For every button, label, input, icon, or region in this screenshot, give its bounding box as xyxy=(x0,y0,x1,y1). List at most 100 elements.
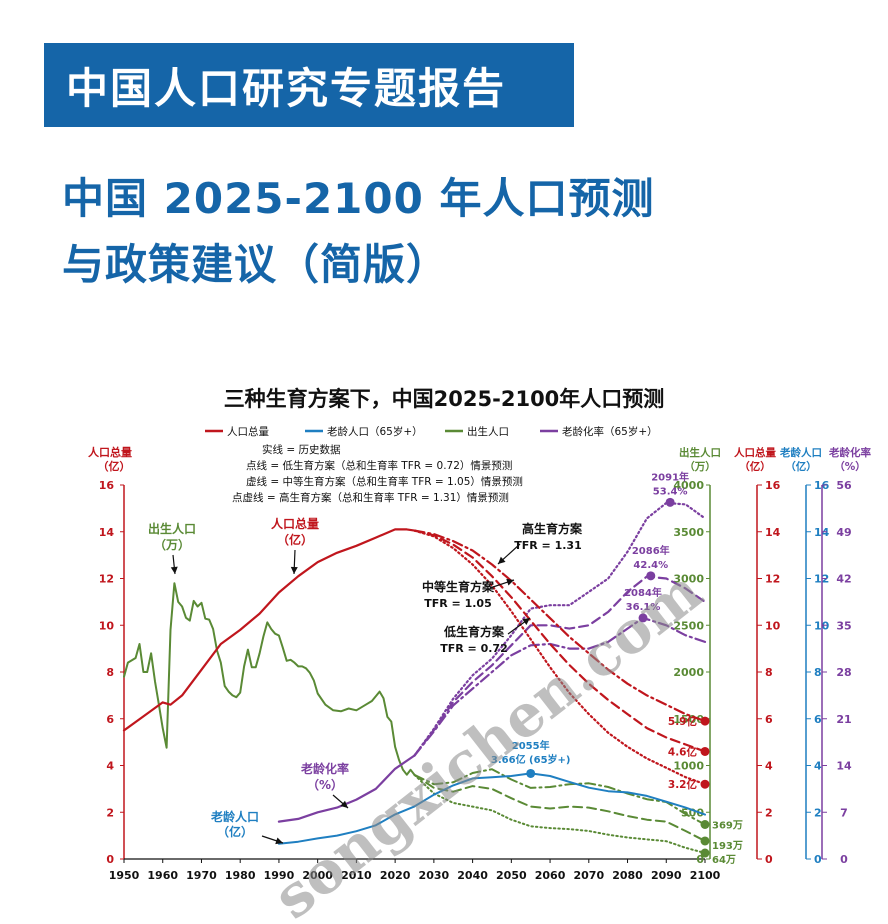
label-end_births_mid: 193万 xyxy=(712,840,743,852)
x-tick-label: 2090 xyxy=(651,869,682,882)
right-tick-label-elderly: 0 xyxy=(814,853,822,866)
right-tick-label-total: 14 xyxy=(765,526,781,539)
total-history-line xyxy=(122,528,416,732)
left-tick-label: 2 xyxy=(106,806,114,819)
right-tick-label-births: 500 xyxy=(681,806,704,819)
label-aging_low_year: 2091年 xyxy=(651,470,689,483)
chart-note-3: 点虚线 = 高生育方案（总和生育率 TFR = 1.31）情景预测 xyxy=(232,491,509,504)
chart-note-0: 实线 = 历史数据 xyxy=(262,443,341,456)
marker-total_mid xyxy=(700,746,710,756)
label-end_births_low: 64万 xyxy=(712,854,736,866)
right-tick-label-total: 16 xyxy=(765,479,781,492)
x-tick-label: 2050 xyxy=(496,869,527,882)
label-aging_mid_value: 42.4% xyxy=(633,560,668,571)
right-tick-label-total: 12 xyxy=(765,573,780,586)
annot-births-arrow-head xyxy=(170,566,178,574)
chart-note-2: 虚线 = 中等生育方案（总和生育率 TFR = 1.05）情景预测 xyxy=(246,475,523,488)
annot-total-label: 人口总量 xyxy=(271,516,319,531)
annot-elderly-unit: （亿） xyxy=(217,824,253,839)
annot-high-name: 高生育方案 xyxy=(522,521,583,536)
right-tick-label-total: 6 xyxy=(765,713,773,726)
report-title: 中国 2025-2100 年人口预测 与政策建议（简版） xyxy=(62,166,654,298)
right-tick-label-aging: 28 xyxy=(836,666,851,679)
annot-total-arrow-head xyxy=(290,566,298,574)
annot-elderly-arrow-head xyxy=(275,837,283,845)
aging-mid-line xyxy=(413,575,707,757)
marker-elderly-peak xyxy=(526,768,536,778)
x-tick-label: 2080 xyxy=(612,869,643,882)
births-low-line xyxy=(413,773,706,854)
left-tick-label: 0 xyxy=(106,853,114,866)
annot-low-tfr: TFR = 0.72 xyxy=(440,642,508,655)
right-tick-label-births: 3500 xyxy=(673,526,704,539)
x-tick-label: 2000 xyxy=(302,869,333,882)
x-tick-label: 1950 xyxy=(109,869,140,882)
births-history-line xyxy=(123,582,416,776)
right-axis-unit-elderly: （亿） xyxy=(785,460,817,473)
annot-mid-arrow-head xyxy=(506,578,514,586)
label-end_births_high: 369万 xyxy=(712,819,743,831)
annot-aging-arrow-head xyxy=(340,800,348,808)
report-banner: 中国人口研究专题报告 xyxy=(44,43,574,127)
right-axis-unit-aging: （%） xyxy=(834,460,866,473)
right-axis-label-elderly: 老龄人口 xyxy=(779,446,822,459)
right-tick-label-elderly: 2 xyxy=(814,806,822,819)
right-tick-label-aging: 7 xyxy=(840,806,848,819)
right-tick-label-births: 1000 xyxy=(673,760,704,773)
annot-high-tfr: TFR = 1.31 xyxy=(514,539,582,552)
right-tick-label-elderly: 6 xyxy=(814,713,822,726)
chart-note-1: 点线 = 低生育方案（总和生育率 TFR = 0.72）情景预测 xyxy=(246,459,512,472)
label-end_total_high: 5.9亿 xyxy=(668,715,698,728)
x-tick-label: 1980 xyxy=(225,869,256,882)
right-tick-label-aging: 21 xyxy=(836,713,851,726)
right-tick-label-births: 2500 xyxy=(673,619,704,632)
right-tick-label-aging: 0 xyxy=(840,853,848,866)
label-aging_high_value: 36.1% xyxy=(626,602,661,613)
right-tick-label-aging: 42 xyxy=(836,573,851,586)
legend-label-elderly: 老龄人口（65岁+） xyxy=(327,425,423,438)
legend-label-aging: 老龄化率（65岁+） xyxy=(562,425,658,438)
right-tick-label-births: 3000 xyxy=(673,573,704,586)
legend-label-total: 人口总量 xyxy=(227,425,269,438)
x-tick-label: 1960 xyxy=(147,869,178,882)
right-axis-unit-total: （亿） xyxy=(739,460,771,473)
annot-elderly-label: 老龄人口 xyxy=(211,809,259,824)
report-title-line1: 中国 2025-2100 年人口预测 xyxy=(62,174,655,223)
left-tick-label: 14 xyxy=(99,526,115,539)
right-axis-label-aging: 老龄化率 xyxy=(828,446,871,459)
marker-aging_high_year xyxy=(638,613,648,623)
right-axis-label-births: 出生人口 xyxy=(679,446,721,459)
elderly-history-line xyxy=(277,805,416,845)
x-tick-label: 2070 xyxy=(573,869,604,882)
x-tick-label: 2040 xyxy=(457,869,488,882)
aging-history-line xyxy=(277,754,416,823)
marker-total_low xyxy=(700,779,710,789)
right-tick-label-elderly: 8 xyxy=(814,666,822,679)
right-tick-label-total: 10 xyxy=(765,619,781,632)
label-aging_low_value: 53.4% xyxy=(653,486,688,497)
annot-aging-label: 老龄化率 xyxy=(301,761,349,776)
x-tick-label: 2020 xyxy=(380,869,411,882)
left-tick-label: 4 xyxy=(106,760,114,773)
left-tick-label: 10 xyxy=(99,619,115,632)
x-tick-label: 2060 xyxy=(535,869,566,882)
right-tick-label-total: 8 xyxy=(765,666,773,679)
right-tick-label-births: 4000 xyxy=(673,479,704,492)
annot-low-arrow-head xyxy=(522,618,530,625)
right-tick-label-total: 2 xyxy=(765,806,773,819)
annot-low-name: 低生育方案 xyxy=(443,624,505,639)
right-tick-label-aging: 14 xyxy=(836,760,852,773)
births-high-line xyxy=(413,768,706,826)
right-tick-label-total: 0 xyxy=(765,853,773,866)
label-aging_high_year: 2084年 xyxy=(624,586,662,599)
right-tick-label-aging: 35 xyxy=(836,619,851,632)
aging-low-line xyxy=(413,501,707,757)
legend-label-births: 出生人口 xyxy=(467,425,509,438)
right-tick-label-births: 0 xyxy=(696,853,704,866)
marker-births_mid xyxy=(700,836,710,846)
right-tick-label-aging: 56 xyxy=(836,479,852,492)
marker-aging_mid_year xyxy=(646,571,656,581)
left-tick-label: 12 xyxy=(99,573,114,586)
aging-high-line xyxy=(413,616,707,757)
elderly-projection-line xyxy=(413,772,706,816)
